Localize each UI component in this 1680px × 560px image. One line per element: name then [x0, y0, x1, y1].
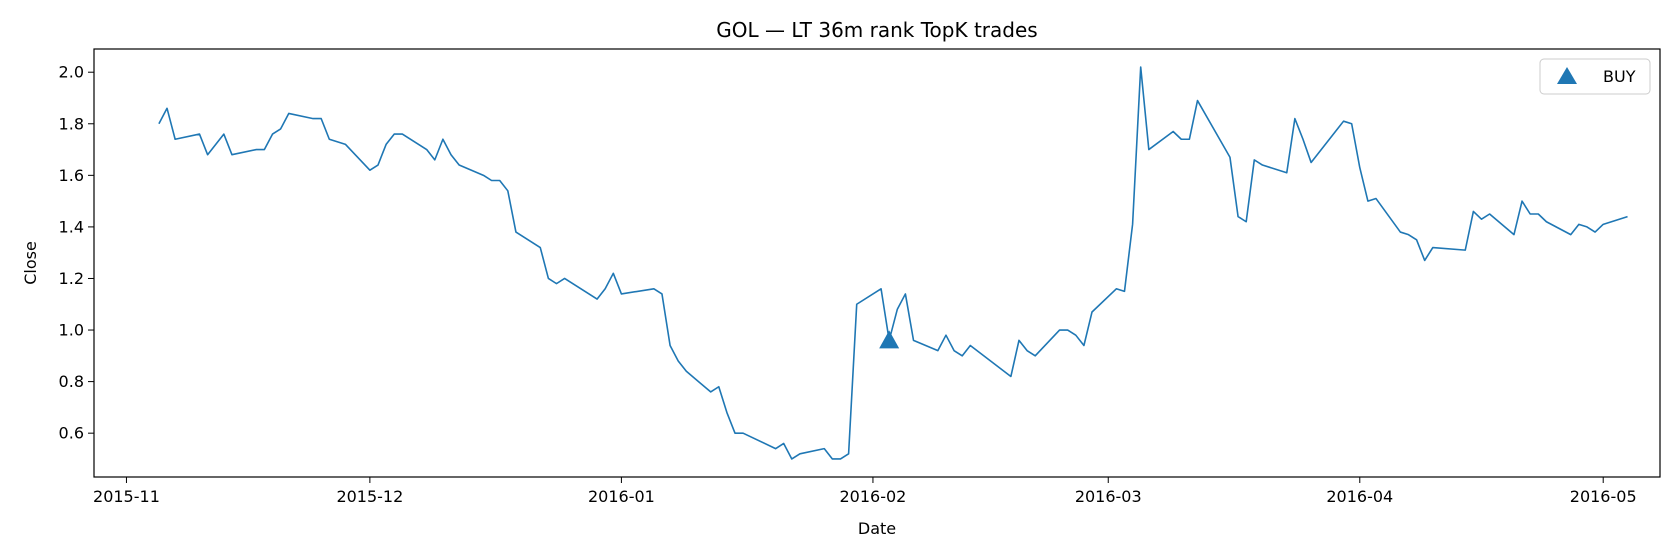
y-tick-label: 1.4 — [59, 217, 84, 236]
y-axis: 0.6 0.8 1.0 1.2 1.4 1.6 1.8 2.0 — [59, 63, 94, 443]
x-axis: 2015-11 2015-12 2016-01 2016-02 2016-03 2016-… — [93, 477, 1637, 506]
x-tick-label: 2015-11 — [93, 487, 160, 506]
y-axis-label: Close — [21, 241, 40, 285]
x-tick-label: 2015-12 — [336, 487, 403, 506]
legend-buy-marker-icon — [1557, 67, 1577, 84]
x-tick-label: 2016-04 — [1326, 487, 1393, 506]
y-tick-label: 1.6 — [59, 166, 84, 185]
y-tick-label: 1.0 — [59, 321, 84, 340]
series-layer — [158, 66, 1628, 460]
chart-title: GOL — LT 36m rank TopK trades — [716, 18, 1037, 42]
x-tick-label: 2016-03 — [1075, 487, 1142, 506]
y-tick-label: 1.8 — [59, 114, 84, 133]
y-tick-label: 2.0 — [59, 63, 84, 82]
legend-label-buy: BUY — [1603, 67, 1636, 86]
y-tick-label: 0.6 — [59, 424, 84, 443]
x-axis-label: Date — [858, 519, 896, 538]
y-tick-label: 1.2 — [59, 269, 84, 288]
series-line-0 — [158, 66, 1628, 460]
y-tick-label: 0.8 — [59, 372, 84, 391]
plot-frame — [93, 48, 1661, 478]
buy-marker-0 — [879, 330, 900, 349]
x-tick-label: 2016-01 — [588, 487, 655, 506]
x-tick-label: 2016-05 — [1570, 487, 1637, 506]
legend-box — [1539, 58, 1651, 95]
legend: BUY — [1539, 58, 1651, 95]
x-tick-label: 2016-02 — [840, 487, 907, 506]
marker-layer — [879, 330, 900, 349]
